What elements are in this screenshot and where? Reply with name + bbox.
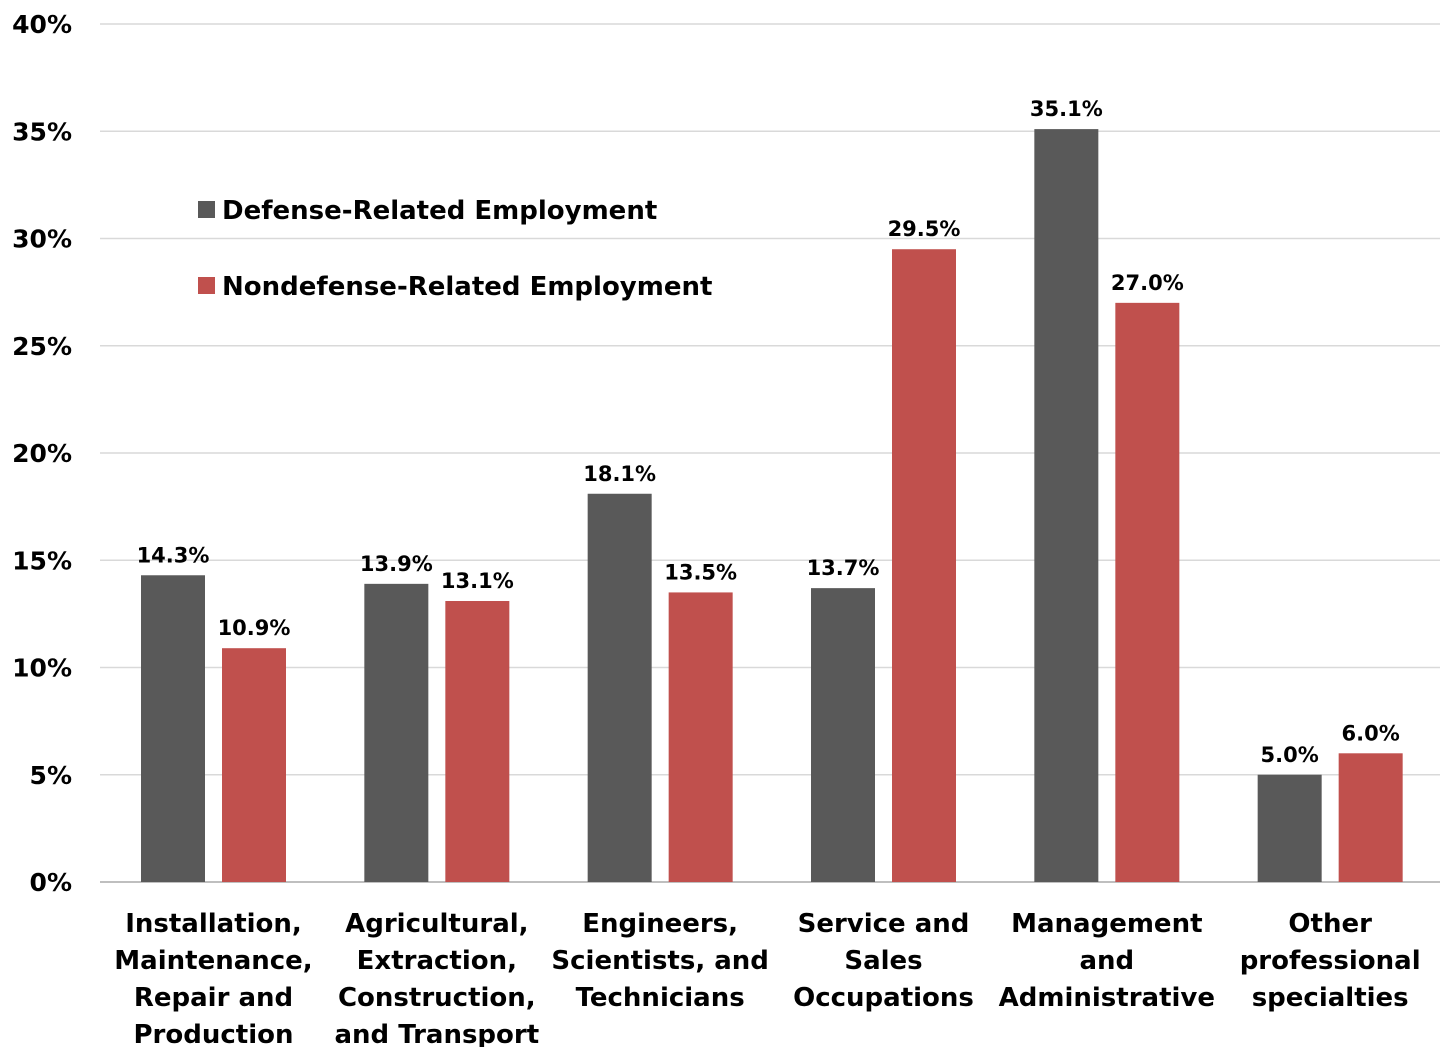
bar-nondefense (1115, 302, 1180, 883)
data-label: 13.7% (807, 556, 880, 580)
y-tick-label: 0% (30, 868, 72, 897)
legend-swatch (198, 277, 215, 294)
data-label: 13.1% (441, 569, 514, 593)
bar-nondefense (1338, 753, 1403, 882)
data-label: 27.0% (1111, 271, 1184, 295)
bar-defense (1257, 774, 1322, 882)
data-label: 5.0% (1261, 743, 1319, 767)
legend-label: Nondefense-Related Employment (222, 272, 712, 302)
y-tick-label: 40% (12, 10, 72, 39)
y-tick-label: 20% (12, 439, 72, 468)
bar-defense (1034, 129, 1099, 883)
y-axis-ticks: 0% 5% 10% 15% 20% 25% 30% 35% 40% (12, 10, 72, 897)
data-label: 6.0% (1342, 721, 1400, 745)
legend: Defense-Related Employment Nondefense-Rel… (198, 196, 712, 302)
bar-nondefense (892, 249, 956, 883)
y-tick-label: 30% (12, 225, 72, 254)
x-category-label: Agricultural, Extraction, Construction, and… (334, 909, 539, 1047)
gridlines (100, 23, 1440, 883)
x-category-label: Other professional specialties (1240, 909, 1421, 1013)
legend-label: Defense-Related Employment (222, 196, 657, 226)
bar-defense (587, 493, 652, 882)
bar-nondefense (222, 648, 286, 882)
bar-nondefense (445, 601, 510, 882)
data-label: 18.1% (583, 462, 656, 486)
data-label: 35.1% (1030, 97, 1103, 121)
bar-defense (811, 588, 875, 882)
data-label: 13.5% (664, 560, 737, 584)
x-category-label: Service and Sales Occupations (793, 909, 974, 1013)
bars (141, 129, 1403, 883)
data-label: 13.9% (360, 552, 433, 576)
y-tick-label: 10% (12, 654, 72, 683)
bar-defense (141, 575, 205, 882)
bar-nondefense (668, 592, 733, 882)
legend-swatch (198, 201, 215, 218)
x-category-label: Engineers, Scientists, and Technicians (551, 909, 769, 1013)
y-tick-label: 15% (12, 546, 72, 575)
y-tick-label: 25% (12, 332, 72, 361)
data-label: 29.5% (888, 217, 961, 241)
y-tick-label: 5% (30, 761, 72, 790)
x-axis-labels: Installation, Maintenance, Repair and Produ… (114, 909, 1420, 1047)
data-label: 10.9% (218, 616, 291, 640)
x-category-label: Installation, Maintenance, Repair and Produ… (114, 909, 312, 1047)
x-category-label: Management and Administrative (999, 909, 1215, 1013)
bar-defense (364, 583, 429, 882)
data-label: 14.3% (137, 543, 210, 567)
y-tick-label: 35% (12, 117, 72, 146)
data-labels: 14.3% 13.9% 18.1% 13.7% 35.1% 5.0% 10.9% 13.1% 1… (137, 97, 1400, 767)
